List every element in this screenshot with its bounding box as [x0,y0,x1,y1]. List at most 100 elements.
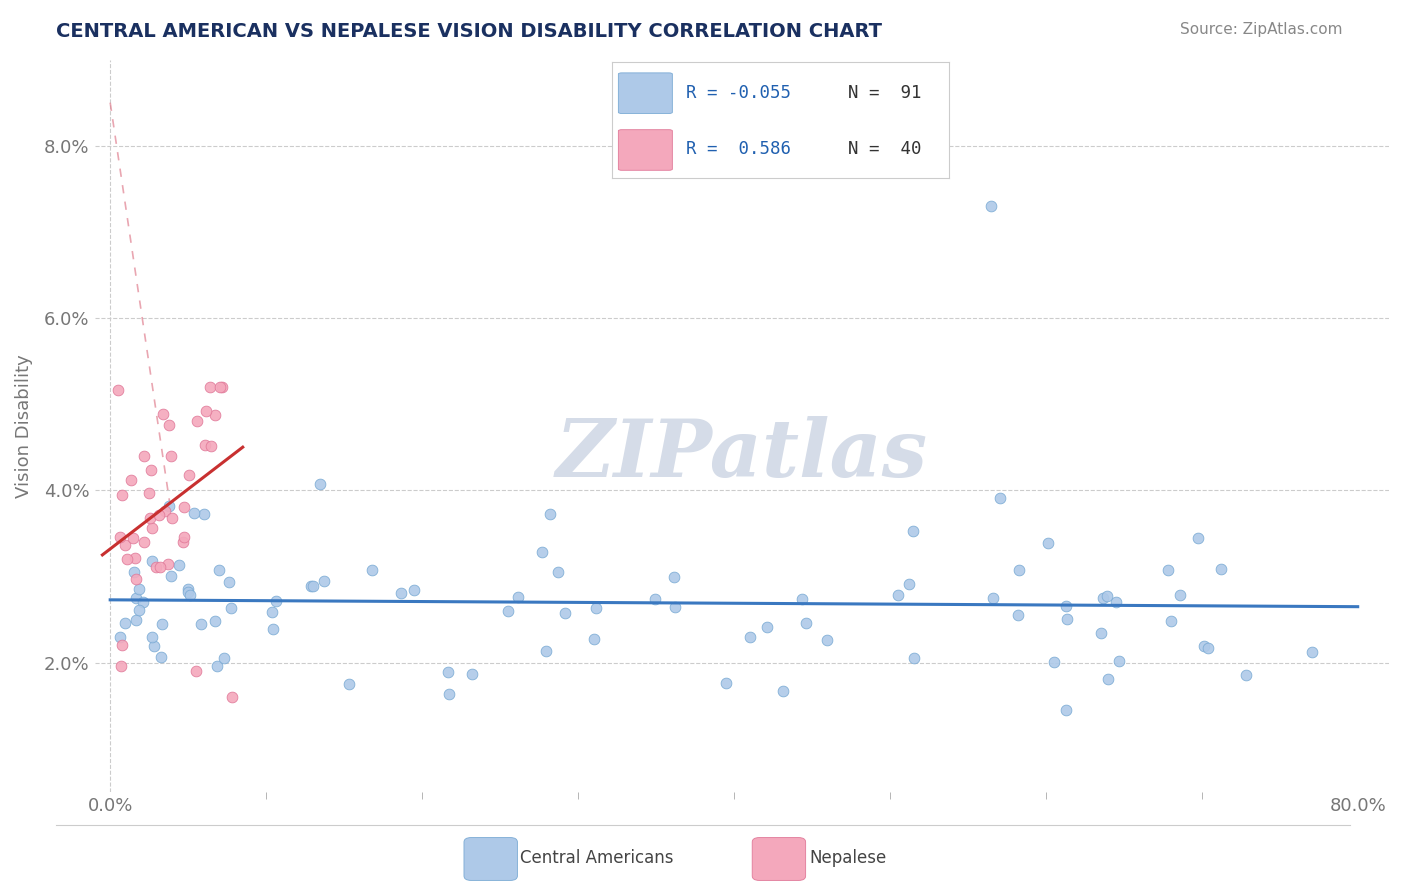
Point [128,603,150,617]
Point [740,630,762,644]
Point [1090,625,1112,640]
Point [111,488,134,502]
Point [145,559,167,574]
Point [436,665,458,680]
Point [152,407,174,421]
Point [1043,655,1066,669]
Point [1168,589,1191,603]
Point [115,552,138,566]
Point [204,408,226,422]
Point [1097,589,1119,603]
Point [160,568,183,582]
Point [1108,654,1130,668]
Point [186,664,208,678]
Point [107,384,129,398]
Point [150,616,173,631]
Point [554,606,576,620]
Point [179,588,201,602]
Point [262,622,284,636]
Point [903,650,925,665]
Point [138,510,160,524]
Point [221,600,243,615]
Point [208,563,231,577]
Point [815,633,838,648]
Point [772,684,794,698]
Point [794,615,817,630]
Point [173,530,195,544]
Point [200,439,222,453]
Point [153,503,176,517]
Point [141,554,163,568]
Point [205,658,228,673]
Point [160,510,183,524]
Point [309,476,332,491]
Point [177,585,200,599]
Point [299,579,322,593]
Text: Source: ZipAtlas.com: Source: ZipAtlas.com [1180,22,1343,37]
Point [506,591,529,605]
Text: R = -0.055: R = -0.055 [686,84,790,102]
Point [583,632,606,646]
Point [714,676,737,690]
Point [337,677,360,691]
Point [218,574,240,589]
Text: CENTRAL AMERICAN VS NEPALESE VISION DISABILITY CORRELATION CHART: CENTRAL AMERICAN VS NEPALESE VISION DISA… [56,22,882,41]
Point [142,639,165,653]
Point [157,500,180,514]
Point [1038,536,1060,550]
Point [901,524,924,538]
Point [124,551,146,566]
Point [1192,639,1215,653]
Point [1097,672,1119,686]
Point [157,417,180,432]
Point [194,438,217,452]
Point [404,582,426,597]
Point [534,644,557,658]
Point [1236,667,1258,681]
Point [1056,612,1078,626]
Point [125,613,148,627]
Point [1211,562,1233,576]
Point [585,600,607,615]
Point [179,467,201,482]
Point [125,591,148,605]
Point [149,559,172,574]
Point [124,565,146,579]
Point [1092,591,1115,605]
Text: R =  0.586: R = 0.586 [686,140,790,159]
FancyBboxPatch shape [619,129,672,170]
Point [190,617,212,632]
Point [980,199,1002,213]
Point [437,687,460,701]
Text: ZIPatlas: ZIPatlas [555,417,928,493]
Point [264,594,287,608]
Point [496,603,519,617]
Point [262,605,284,619]
Point [128,582,150,596]
Point [134,449,156,463]
Point [886,588,908,602]
Point [981,591,1004,605]
Point [1160,614,1182,628]
Point [149,649,172,664]
Point [132,595,155,609]
Point [204,614,226,628]
Point [1007,607,1029,622]
Point [110,659,132,673]
Point [988,491,1011,505]
Point [125,572,148,586]
Point [141,630,163,644]
Point [1054,599,1077,613]
Point [1301,645,1323,659]
Point [790,591,813,606]
Point [110,631,132,645]
Point [110,639,132,653]
Point [138,486,160,500]
Point [156,557,179,571]
FancyBboxPatch shape [619,73,672,113]
Point [644,592,666,607]
Text: N =  40: N = 40 [848,140,921,159]
Point [1187,532,1209,546]
Point [169,558,191,572]
Point [141,521,163,535]
